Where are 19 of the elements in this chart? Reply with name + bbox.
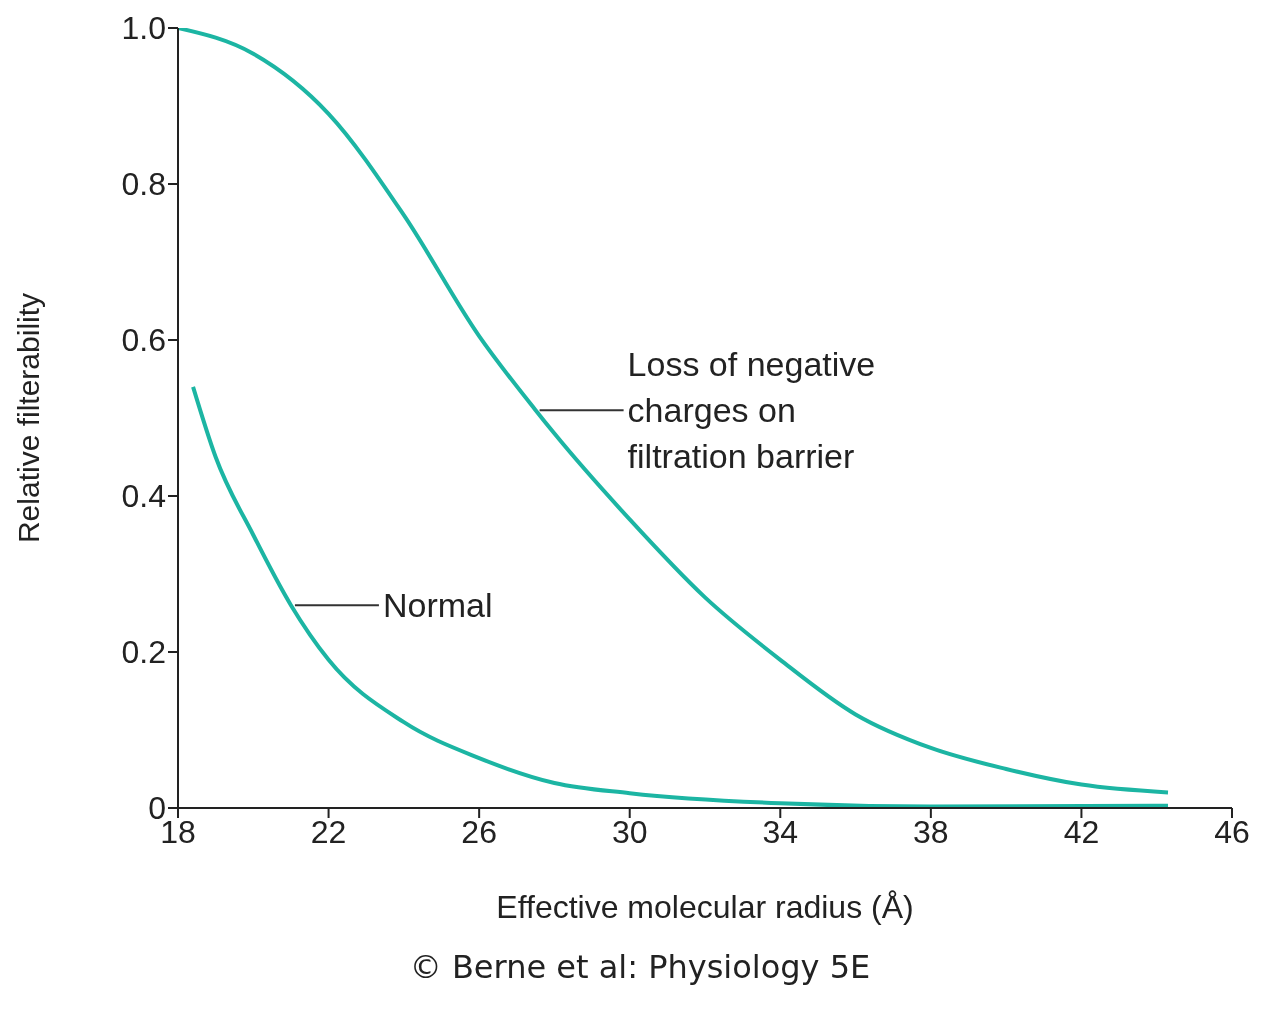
y-tick-label: 0.8 — [121, 166, 166, 203]
x-tick-label: 46 — [1214, 813, 1250, 850]
y-axis-title: Relative filterability — [11, 292, 45, 544]
x-tick-label: 26 — [461, 813, 497, 850]
x-axis-title: Effective molecular radius (Å) — [496, 889, 914, 925]
x-tick-label: 34 — [762, 813, 799, 850]
x-tick-label: 38 — [913, 813, 949, 850]
y-tick-label: 0.2 — [121, 634, 166, 671]
y-tick-label: 0.6 — [121, 322, 166, 359]
y-tick-label: 1.0 — [121, 10, 166, 47]
x-tick-label: 30 — [611, 813, 648, 850]
x-tick-label: 42 — [1063, 813, 1100, 850]
x-tick-label: 22 — [310, 813, 347, 850]
y-tick-label: 0.4 — [121, 478, 166, 515]
annotation: Loss of negative charges on filtration barrier — [627, 345, 876, 476]
annotation: Normal — [382, 586, 493, 625]
line-series — [178, 28, 1171, 795]
line-series — [191, 384, 1171, 808]
text: © Berne et al: Physiology 5E — [408, 948, 872, 986]
